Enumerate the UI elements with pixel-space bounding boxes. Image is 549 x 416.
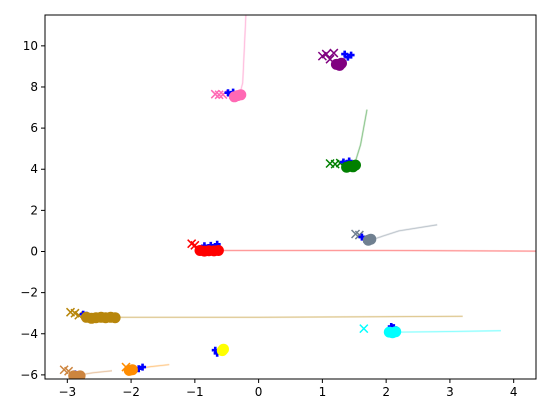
- y-tick-label: 2: [30, 203, 38, 217]
- y-tick-label: 4: [30, 162, 38, 176]
- x-tick-label: −2: [122, 385, 140, 399]
- circle-marker: [212, 245, 224, 256]
- y-tick-label: 0: [30, 244, 38, 258]
- y-axis: −6 −4 −2 0 2 4 6 8 10: [20, 39, 45, 382]
- trail-line-6: [398, 330, 501, 333]
- marker-layer: [59, 48, 402, 379]
- trail-4: [220, 249, 536, 253]
- circle-marker: [365, 233, 377, 245]
- circle-marker: [350, 159, 361, 171]
- y-tick-label: 8: [30, 80, 38, 94]
- x-tick-label: −1: [186, 385, 204, 399]
- circle-marker: [126, 364, 138, 376]
- x-tick-label: −3: [58, 385, 76, 399]
- trail-5: [118, 315, 463, 319]
- circle-marker: [336, 57, 347, 69]
- y-tick-label: 10: [23, 39, 38, 53]
- trail-line-3: [373, 224, 438, 240]
- trail-2: [353, 109, 368, 166]
- x-marker: [359, 324, 369, 334]
- trail-layer: [79, 15, 536, 376]
- x-marker: [214, 90, 224, 100]
- y-tick-label: 6: [30, 121, 38, 135]
- x-axis: −3 −2 −1 0 1 2 3 4: [58, 379, 518, 399]
- x-tick-label: 4: [510, 385, 518, 399]
- x-tick-label: 1: [319, 385, 327, 399]
- trail-3: [373, 223, 438, 241]
- agent-marker: [347, 51, 355, 59]
- circle-marker: [109, 312, 121, 324]
- x-tick-label: 3: [446, 385, 454, 399]
- trail-line-4: [220, 250, 536, 252]
- circle-marker: [74, 370, 86, 379]
- y-tick-label: −2: [20, 286, 38, 300]
- circle-marker: [216, 345, 228, 357]
- y-tick-label: −6: [20, 368, 38, 382]
- trail-line-2: [353, 109, 368, 166]
- trail-line-5: [118, 315, 463, 318]
- x-tick-label: 0: [255, 385, 263, 399]
- x-marker: [321, 49, 331, 59]
- trail-6: [398, 329, 501, 334]
- circle-marker: [235, 89, 247, 101]
- y-tick-label: −4: [20, 327, 38, 341]
- x-tick-label: 2: [382, 385, 390, 399]
- x-marker: [329, 48, 339, 58]
- agent-marker: [139, 363, 147, 371]
- circle-marker: [390, 326, 402, 338]
- plot-frame: [44, 14, 537, 380]
